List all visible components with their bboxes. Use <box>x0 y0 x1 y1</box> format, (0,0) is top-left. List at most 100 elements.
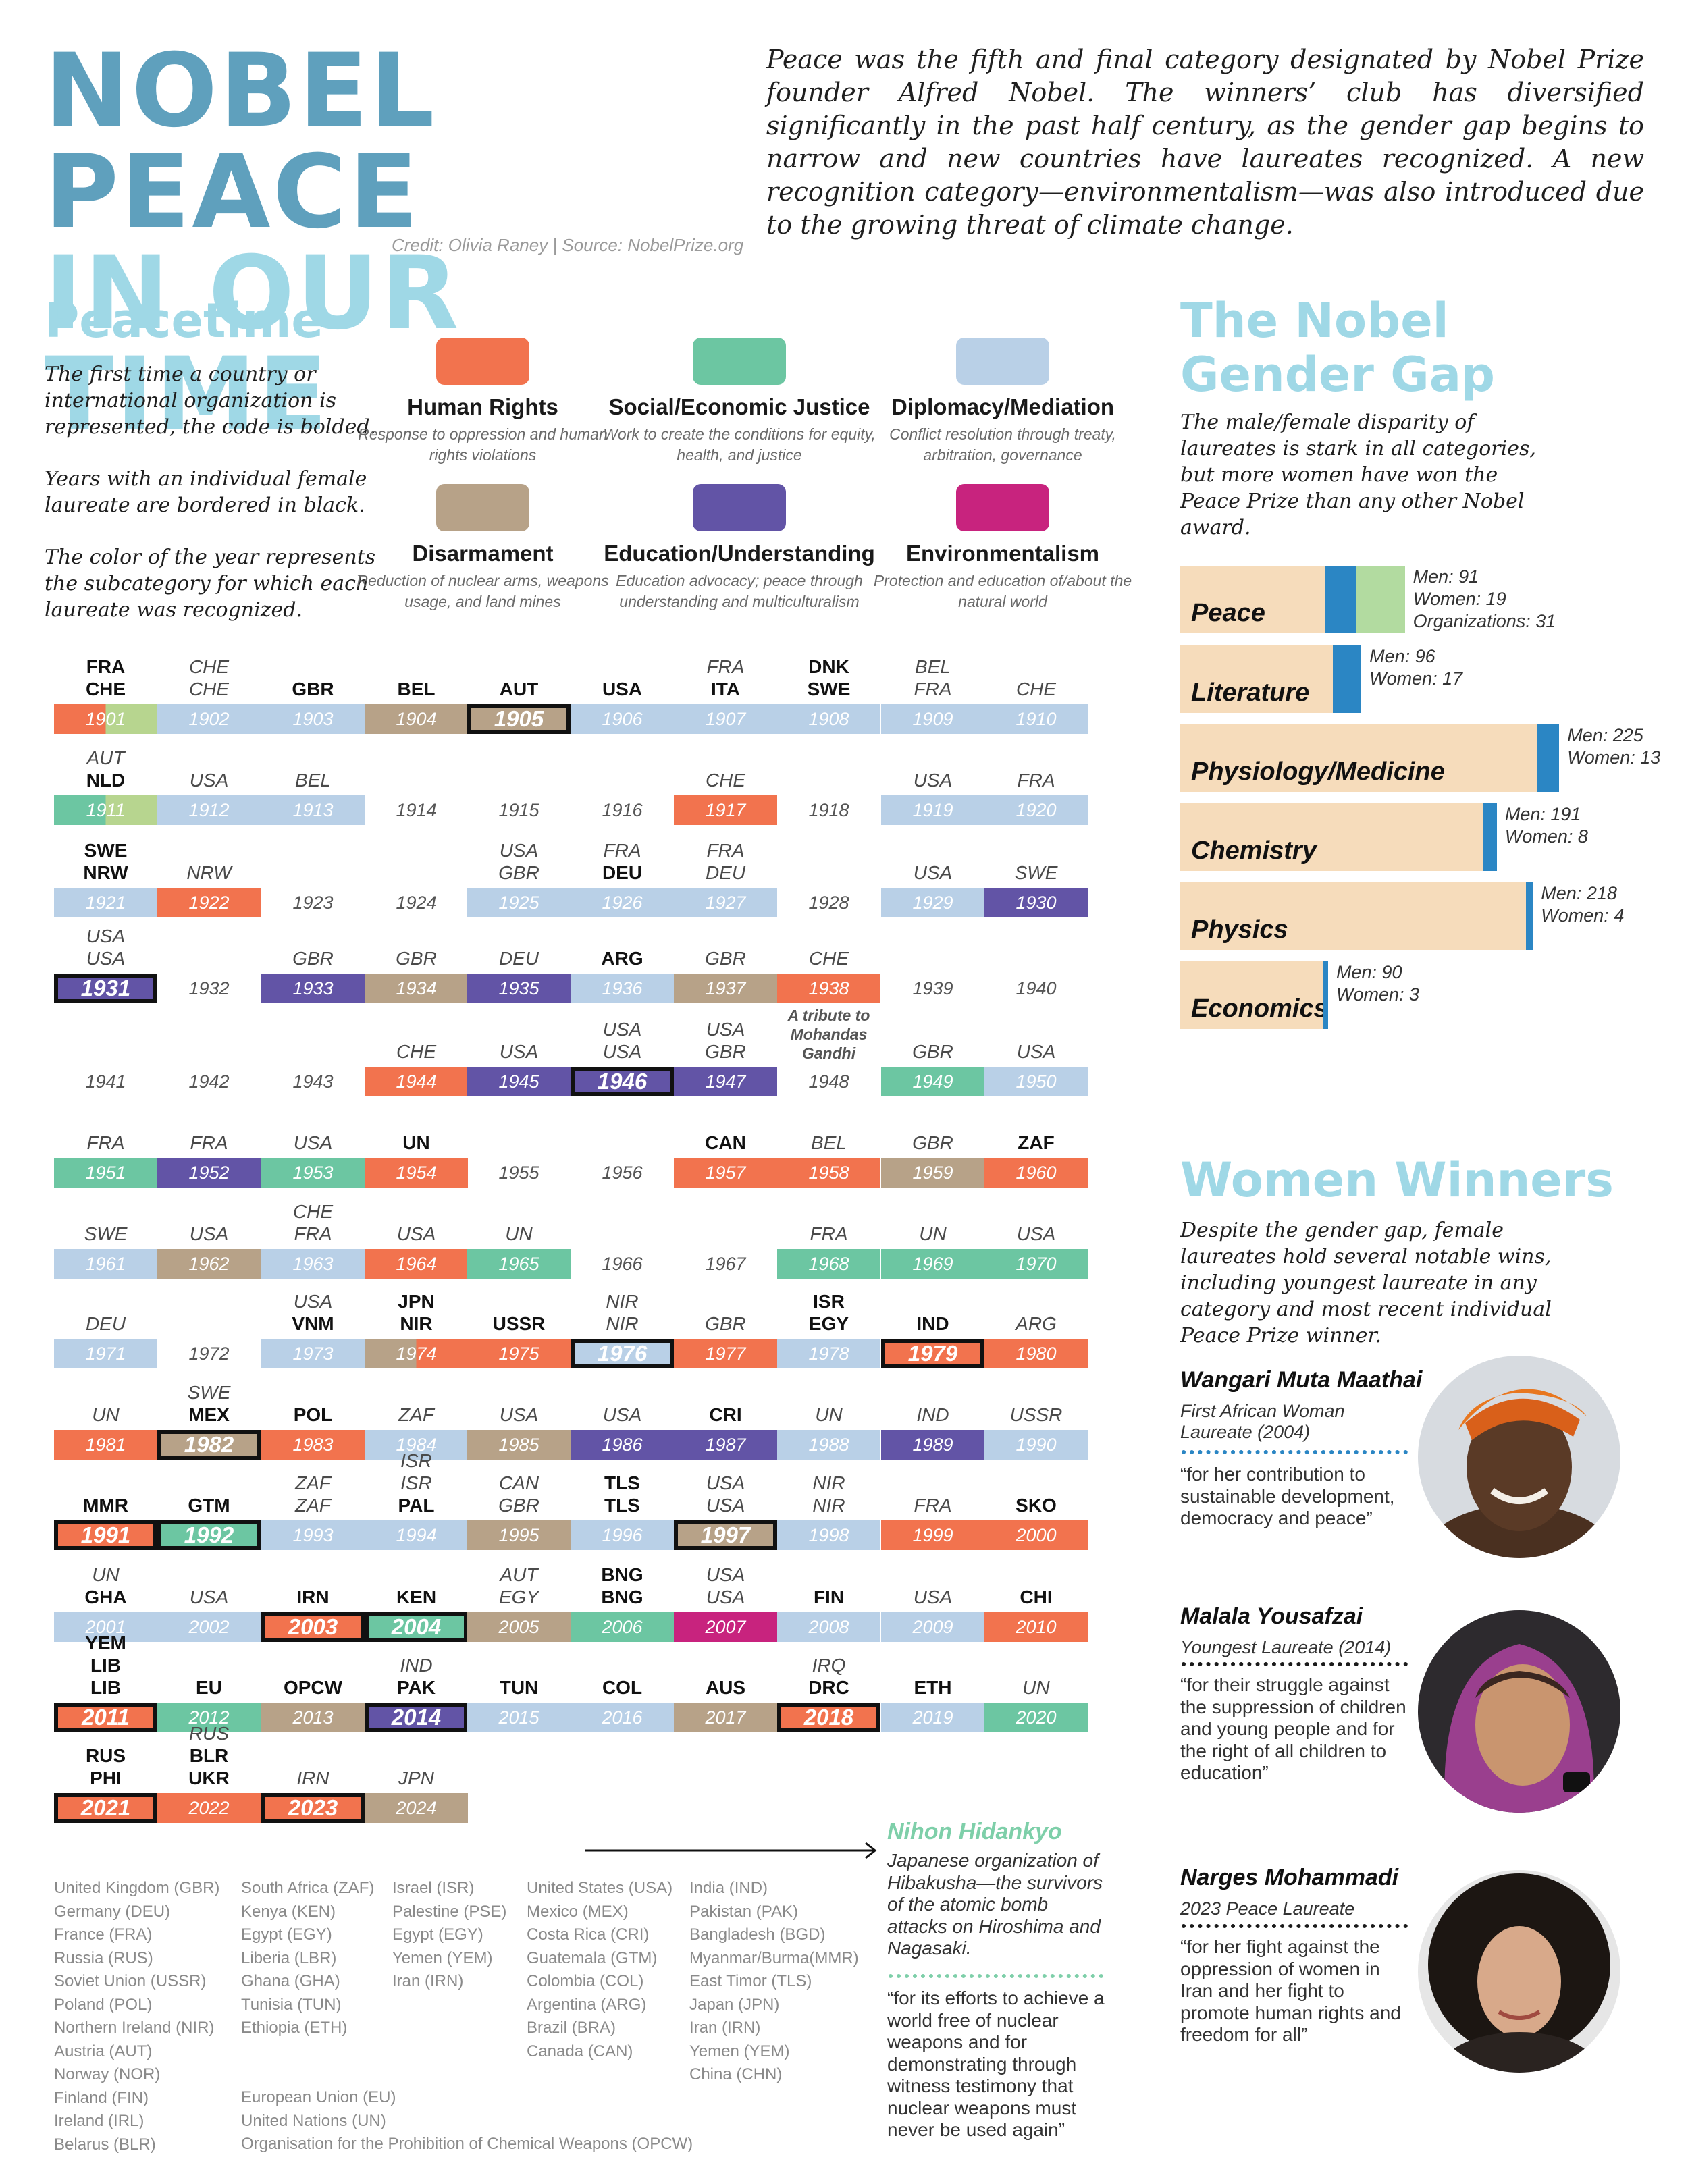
gender-gap-stats: Men: 218 Women: 4 <box>1541 882 1624 927</box>
country-code: GBR <box>292 948 334 969</box>
country-key-col-5: India (IND) Pakistan (PAK) Bangladesh (BGD… <box>689 1877 859 2087</box>
year-label: 1989 <box>881 1430 984 1460</box>
country-code: USA <box>706 1019 745 1040</box>
year-cell-1911: AUT NLD 1911 <box>54 681 157 825</box>
year-label: 2015 <box>467 1703 571 1732</box>
women-bar <box>1537 724 1560 792</box>
country-key-entry: Colombia (COL) <box>527 1972 644 1990</box>
men-bar <box>1180 882 1527 950</box>
year-cell-2020: UN 2020 <box>984 1588 1088 1732</box>
country-code: USA <box>602 678 643 699</box>
laureate-country-list: BNG BNG <box>571 1564 674 1608</box>
stat-line: Women: 3 <box>1336 984 1420 1005</box>
category-label: Economics <box>1191 994 1328 1023</box>
year-cell-1977: GBR 1977 <box>674 1224 777 1368</box>
legend-desc: Education advocacy; peace through unders… <box>616 572 863 610</box>
laureate-country-list: GBR <box>261 678 365 700</box>
laureate-country-list: UN <box>777 1404 880 1426</box>
legend-swatch <box>693 338 786 385</box>
year-label: 1928 <box>808 893 849 913</box>
year-label: 2023 <box>261 1793 365 1823</box>
year-label: 2009 <box>881 1612 984 1642</box>
country-key-entry: Mexico (MEX) <box>527 1902 629 1921</box>
legend-name: Education/Understanding <box>604 541 875 566</box>
year-label: 1976 <box>571 1339 674 1368</box>
year-cell-1906: USA 1906 <box>571 589 674 734</box>
year-cell-1943: 1943 <box>261 952 365 1096</box>
laureate-country-list: CRI <box>674 1404 777 1426</box>
year-cell-1989: IND 1989 <box>881 1315 984 1460</box>
year-label: 1972 <box>188 1343 230 1364</box>
country-code: GBR <box>912 1041 953 1062</box>
year-cell-2016: COL 2016 <box>571 1588 674 1732</box>
country-code: AUT <box>499 678 539 699</box>
year-cell-1927: FRA DEU 1927 <box>674 773 777 917</box>
country-code: NIR <box>400 1313 433 1334</box>
country-code: USA <box>499 1041 539 1062</box>
winner-subtitle-maathai: First African Woman Laureate (2004) <box>1180 1401 1345 1442</box>
country-code: DEU <box>602 862 643 883</box>
dotted-divider <box>889 1974 1103 1978</box>
country-code: USA <box>396 1223 436 1244</box>
year-cell-1916: 1916 <box>571 681 674 825</box>
laureate-country-list: ISR ISR PAL <box>365 1449 468 1516</box>
year-label: 2013 <box>261 1703 365 1732</box>
country-key-entry: Kenya (KEN) <box>241 1902 336 1921</box>
country-code: USA <box>706 1495 745 1516</box>
year-cell-2001: UN GHA 2001 <box>54 1497 157 1642</box>
country-code: UN <box>402 1132 430 1153</box>
category-label: Physics <box>1191 915 1288 944</box>
men-bar <box>1180 645 1333 713</box>
laureate-country-list: AUT NLD <box>54 747 157 791</box>
country-code: TLS <box>604 1495 640 1516</box>
country-code: JPN <box>398 1767 434 1788</box>
year-cell-2006: BNG BNG 2006 <box>571 1497 674 1642</box>
laureate-country-list: JPN <box>365 1767 468 1789</box>
laureate-country-list: TUN <box>467 1676 571 1699</box>
gender-gap-stats: Men: 225 Women: 13 <box>1567 724 1660 769</box>
country-code: CHI <box>1020 1587 1053 1607</box>
year-cell-2008: FIN 2008 <box>777 1497 880 1642</box>
country-key-entry: Palestine (PSE) <box>392 1902 507 1921</box>
country-code: AUS <box>705 1677 746 1698</box>
category-label: Chemistry <box>1191 836 1317 865</box>
laureate-country-list: CHE <box>365 1040 468 1063</box>
year-label: 1929 <box>881 888 984 917</box>
laureate-country-list: FRA DEU <box>674 839 777 884</box>
women-winners-heading: Women Winners <box>1180 1152 1614 1208</box>
year-label: 1966 <box>602 1254 643 1274</box>
year-cell-1910: CHE 1910 <box>984 589 1088 734</box>
year-label: 1990 <box>984 1430 1088 1460</box>
country-code: BEL <box>295 770 331 791</box>
year-label: 1992 <box>157 1520 261 1550</box>
laureate-country-list: RUS PHI <box>54 1744 157 1789</box>
year-label: 2001 <box>54 1612 157 1642</box>
country-code: IND <box>916 1313 949 1334</box>
year-label: 1977 <box>674 1339 777 1368</box>
legend-human-rights: Human Rights Response to oppression and … <box>341 338 625 466</box>
nihon-hidankyo-title: Nihon Hidankyo <box>887 1819 1062 1844</box>
laureate-country-list: GBR <box>365 947 468 969</box>
year-label: 1961 <box>54 1249 157 1279</box>
year-cell-1953: USA 1953 <box>261 1043 365 1188</box>
year-cell-1968: FRA 1968 <box>777 1134 880 1279</box>
gender-gap-heading-line-1: The Nobel <box>1180 293 1449 348</box>
title-line-1: NOBEL PEACE <box>45 32 437 251</box>
year-label: 1922 <box>157 888 261 917</box>
year-cell-1985: USA 1985 <box>467 1315 571 1460</box>
laureate-country-list: FRA <box>54 1131 157 1154</box>
country-key-entry: United States (USA) <box>527 1879 673 1897</box>
country-code: FRA <box>810 1223 848 1244</box>
year-label: 1910 <box>984 704 1088 734</box>
year-cell-2013: OPCW 2013 <box>261 1588 365 1732</box>
portrait-maathai <box>1418 1356 1620 1558</box>
year-cell-1951: FRA 1951 <box>54 1043 157 1188</box>
country-code: BEL <box>915 656 951 677</box>
country-code: USA <box>86 926 126 947</box>
year-cell-1965: UN 1965 <box>467 1134 571 1279</box>
year-label: 1970 <box>984 1249 1088 1279</box>
year-cell-1938: CHE 1938 <box>777 859 880 1003</box>
country-code: FRA <box>86 1132 125 1153</box>
laureate-country-list: AUS <box>674 1676 777 1699</box>
country-key-entry: Ireland (IRL) <box>54 2112 144 2130</box>
